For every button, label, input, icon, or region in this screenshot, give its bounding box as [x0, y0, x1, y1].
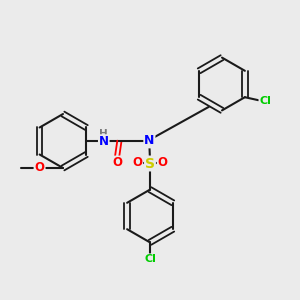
Text: O: O [158, 156, 168, 170]
Text: N: N [144, 134, 154, 148]
Text: O: O [112, 156, 122, 170]
Text: S: S [145, 157, 155, 170]
Text: Cl: Cl [259, 96, 271, 106]
Text: O: O [34, 161, 45, 175]
Text: N: N [99, 135, 109, 148]
Text: H: H [99, 129, 108, 140]
Text: Cl: Cl [144, 254, 156, 264]
Text: O: O [132, 156, 142, 170]
